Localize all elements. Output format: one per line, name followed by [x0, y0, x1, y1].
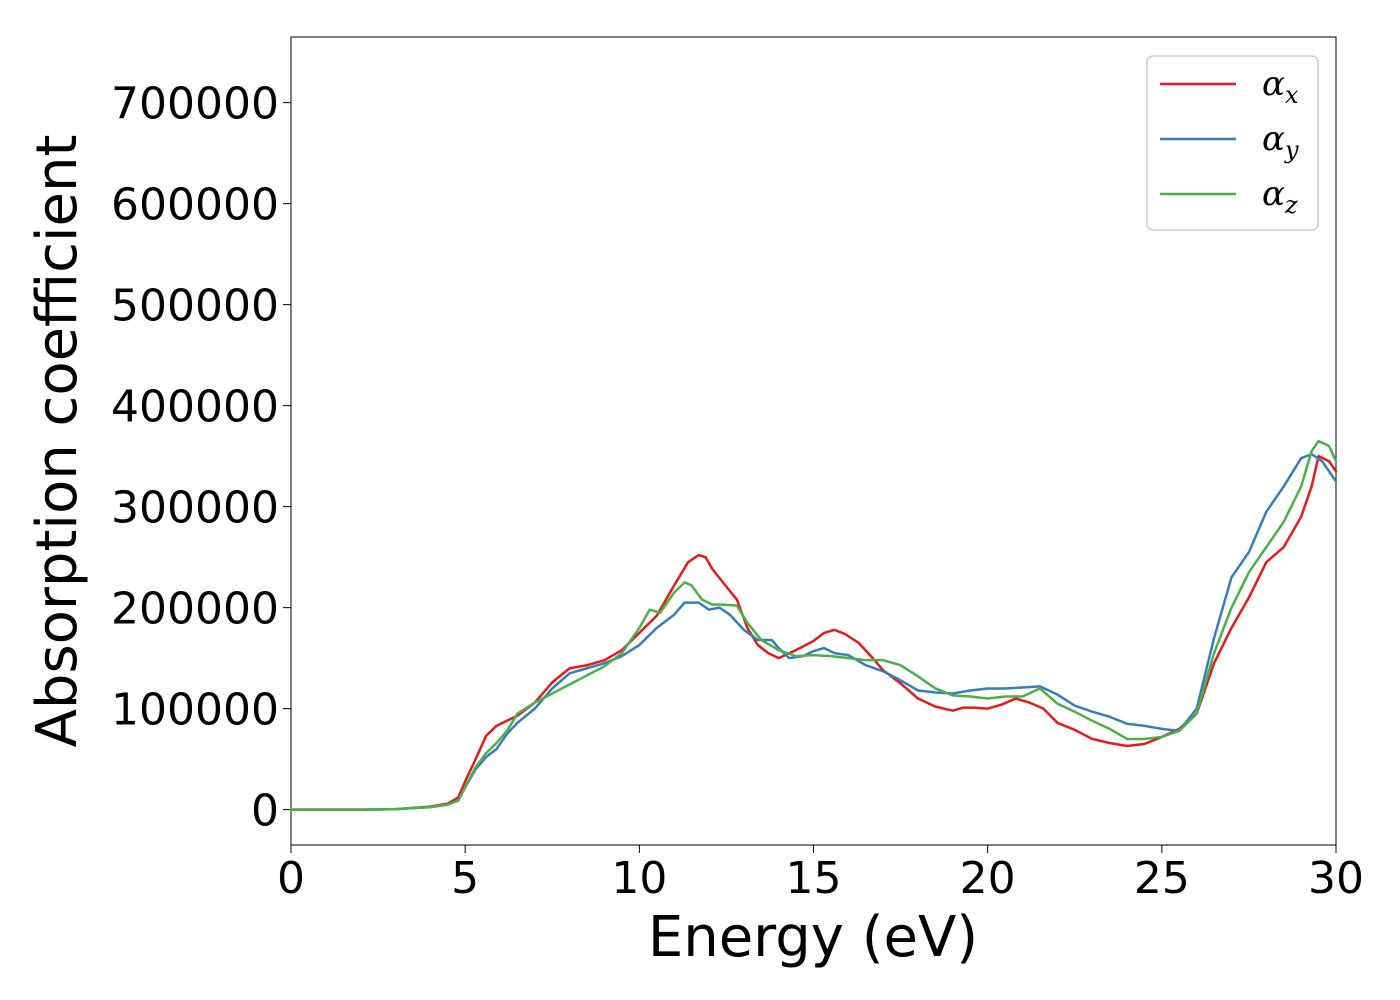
y-axis: 0 100000 200000 300000 400000 500000 600000 700…	[111, 79, 291, 837]
legend-subscript: y	[1284, 136, 1299, 164]
series-layer	[289, 439, 1338, 811]
legend-subscript: z	[1284, 191, 1298, 219]
y-axis-title: Absorption coefficient	[25, 135, 90, 748]
series-line-y	[289, 452, 1338, 811]
series-line-z	[289, 439, 1338, 811]
x-tick-label: 25	[1134, 853, 1190, 904]
x-tick-label: 20	[960, 853, 1016, 904]
x-axis: 0 5 10 15 20 25 30	[277, 845, 1364, 904]
series-line-x	[289, 454, 1338, 811]
y-tick-label: 400000	[111, 382, 279, 433]
y-tick-label: 300000	[111, 483, 279, 534]
legend-symbol: α	[1262, 174, 1285, 214]
x-tick-label: 30	[1308, 853, 1364, 904]
y-tick-label: 600000	[111, 180, 279, 231]
y-tick-label: 200000	[111, 584, 279, 635]
legend-symbol: α	[1262, 64, 1285, 104]
y-tick-label: 700000	[111, 79, 279, 130]
y-tick-label: 100000	[111, 685, 279, 736]
legend-label-x: αx	[1262, 64, 1299, 109]
legend-label-y: αy	[1262, 119, 1299, 164]
x-tick-label: 15	[786, 853, 842, 904]
x-tick-label: 5	[451, 853, 479, 904]
y-tick-label: 0	[251, 786, 279, 837]
y-tick-label: 500000	[111, 281, 279, 332]
legend-label-z: αz	[1262, 174, 1298, 219]
x-tick-label: 0	[277, 853, 305, 904]
x-axis-title: Energy (eV)	[648, 905, 978, 970]
legend-subscript: x	[1285, 81, 1299, 109]
x-tick-label: 10	[611, 853, 667, 904]
legend-box	[1146, 55, 1319, 231]
legend-symbol: α	[1262, 119, 1285, 159]
